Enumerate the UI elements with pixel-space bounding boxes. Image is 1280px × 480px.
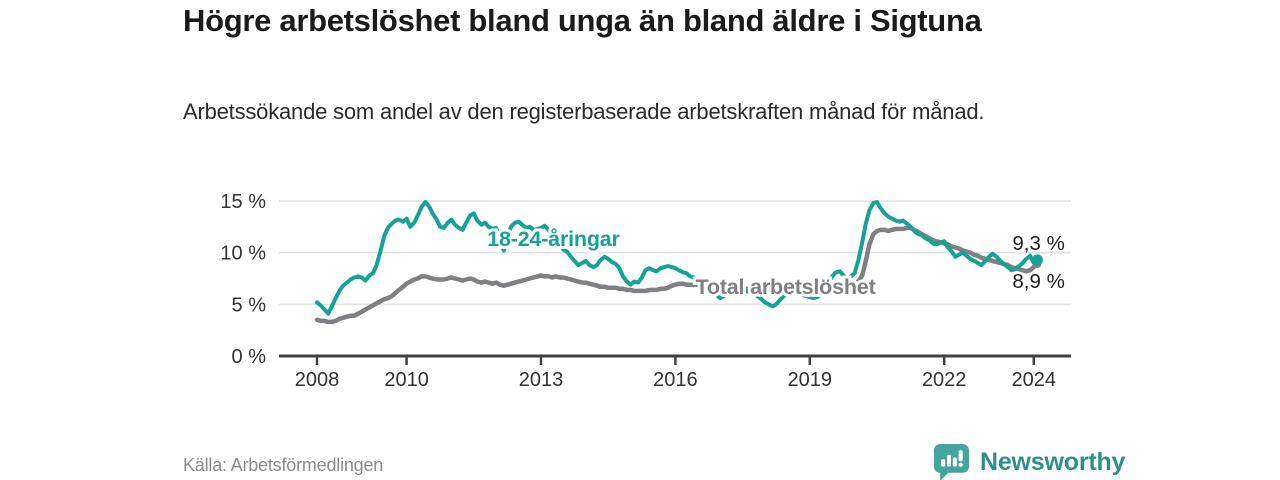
y-tick-label: 15 % <box>220 191 266 213</box>
x-tick-label: 2022 <box>922 369 967 391</box>
y-tick-label: 5 % <box>232 294 267 316</box>
y-tick-label: 10 % <box>220 243 266 265</box>
end-value-label-18-24-ringar: 9,3 % <box>1012 232 1064 255</box>
series-line-18-24-ringar <box>315 200 1040 316</box>
bar-chart-speech-bubble-icon <box>933 443 969 480</box>
brand-name: Newsworthy <box>980 447 1126 476</box>
x-tick-label: 2016 <box>653 369 698 391</box>
y-tick-label: 0 % <box>232 346 267 368</box>
x-tick-label: 2024 <box>1012 369 1057 391</box>
chart-subtitle: Arbetssökande som andel av den registerb… <box>183 99 985 124</box>
end-dot-18-24-ringar <box>1031 254 1043 266</box>
x-tick-label: 2013 <box>519 369 564 391</box>
chart-title: Högre arbetslöshet bland unga än bland ä… <box>183 3 982 38</box>
x-tick-label: 2010 <box>384 369 429 391</box>
series-label-total-arbetsl-shet: Total arbetslöshet <box>696 275 876 299</box>
source-note: Källa: Arbetsförmedlingen <box>183 455 384 475</box>
end-value-label-total-arbetsl-shet: 8,9 % <box>1012 270 1064 293</box>
newsworthy-brand-link[interactable]: Newsworthy <box>933 443 1125 480</box>
series-label-18-24-ringar: 18-24-åringar <box>487 227 620 251</box>
x-tick-label: 2008 <box>295 369 340 391</box>
x-tick-label: 2019 <box>788 369 833 391</box>
